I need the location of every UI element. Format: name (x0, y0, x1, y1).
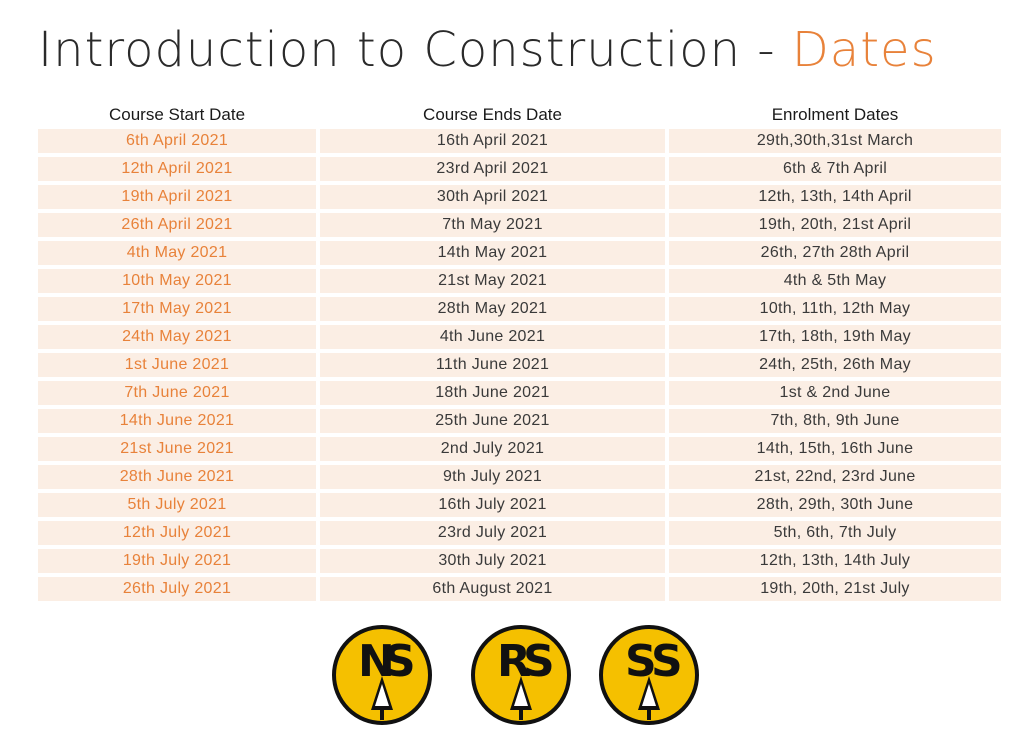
start-date-cell: 1st June 2021 (38, 353, 316, 377)
start-date-cell: 19th April 2021 (38, 185, 316, 209)
end-date-cell: 14th May 2021 (320, 241, 665, 265)
start-date-cell: 14th June 2021 (38, 409, 316, 433)
start-date-cell: 24th May 2021 (38, 325, 316, 349)
title-accent: Dates (791, 22, 937, 78)
table-row: 12th April 2021 23rd April 2021 6th & 7th … (38, 157, 1001, 181)
table-row: 6th April 2021 16th April 2021 29th,30th,3… (38, 129, 1001, 153)
header-enrolment-dates: Enrolment Dates (771, 105, 899, 124)
table-row: 7th June 2021 18th June 2021 1st & 2nd Jun… (38, 381, 1001, 405)
rsa-letter-2: S (523, 636, 555, 687)
ssa-logo-icon: S S (599, 625, 699, 725)
table-row: 26th July 2021 6th August 2021 19th, 20th,… (38, 577, 1001, 601)
enrolment-dates-cell: 6th & 7th April (669, 157, 1001, 181)
enrolment-dates-cell: 1st & 2nd June (669, 381, 1001, 405)
table-row: 10th May 2021 21st May 2021 4th & 5th May (38, 269, 1001, 293)
table-row: 21st June 2021 2nd July 2021 14th, 15th, 1… (38, 437, 1001, 461)
end-date-cell: 23rd July 2021 (320, 521, 665, 545)
end-date-cell: 16th July 2021 (320, 493, 665, 517)
table-row: 14th June 2021 25th June 2021 7th, 8th, 9t… (38, 409, 1001, 433)
header-start-date: Course Start Date (108, 105, 246, 124)
end-date-cell: 16th April 2021 (320, 129, 665, 153)
header-end-date: Course Ends Date (423, 105, 562, 124)
start-date-cell: 4th May 2021 (38, 241, 316, 265)
nsa-logo-icon: N S (332, 625, 432, 725)
start-date-cell: 26th April 2021 (38, 213, 316, 237)
table-row: 12th July 2021 23rd July 2021 5th, 6th, 7t… (38, 521, 1001, 545)
start-date-cell: 28th June 2021 (38, 465, 316, 489)
enrolment-dates-cell: 28th, 29th, 30th June (669, 493, 1001, 517)
enrolment-dates-cell: 24th, 25th, 26th May (669, 353, 1001, 377)
end-date-cell: 30th July 2021 (320, 549, 665, 573)
rsa-logo-icon: R S (471, 625, 571, 725)
logo-strip: N S R S S S (0, 620, 1023, 730)
end-date-cell: 6th August 2021 (320, 577, 665, 601)
end-date-cell: 18th June 2021 (320, 381, 665, 405)
start-date-cell: 7th June 2021 (38, 381, 316, 405)
table-header-row: Course Start Date Course Ends Date Enrol… (38, 105, 1001, 125)
ssa-letter-2: S (651, 636, 683, 687)
end-date-cell: 28th May 2021 (320, 297, 665, 321)
enrolment-dates-cell: 7th, 8th, 9th June (669, 409, 1001, 433)
course-dates-table: Course Start Date Course Ends Date Enrol… (34, 101, 1005, 605)
enrolment-dates-cell: 19th, 20th, 21st April (669, 213, 1001, 237)
page-title: Introduction to Construction - Dates (38, 22, 937, 78)
enrolment-dates-cell: 12th, 13th, 14th July (669, 549, 1001, 573)
end-date-cell: 23rd April 2021 (320, 157, 665, 181)
enrolment-dates-cell: 21st, 22nd, 23rd June (669, 465, 1001, 489)
start-date-cell: 12th April 2021 (38, 157, 316, 181)
enrolment-dates-cell: 12th, 13th, 14th April (669, 185, 1001, 209)
table-row: 1st June 2021 11th June 2021 24th, 25th, 2… (38, 353, 1001, 377)
end-date-cell: 30th April 2021 (320, 185, 665, 209)
end-date-cell: 21st May 2021 (320, 269, 665, 293)
start-date-cell: 5th July 2021 (38, 493, 316, 517)
enrolment-dates-cell: 29th,30th,31st March (669, 129, 1001, 153)
enrolment-dates-cell: 19th, 20th, 21st July (669, 577, 1001, 601)
start-date-cell: 19th July 2021 (38, 549, 316, 573)
table-row: 19th July 2021 30th July 2021 12th, 13th, … (38, 549, 1001, 573)
nsa-letter-2: S (384, 636, 416, 687)
start-date-cell: 17th May 2021 (38, 297, 316, 321)
table-row: 26th April 2021 7th May 2021 19th, 20th, 2… (38, 213, 1001, 237)
start-date-cell: 26th July 2021 (38, 577, 316, 601)
end-date-cell: 11th June 2021 (320, 353, 665, 377)
end-date-cell: 9th July 2021 (320, 465, 665, 489)
start-date-cell: 12th July 2021 (38, 521, 316, 545)
enrolment-dates-cell: 4th & 5th May (669, 269, 1001, 293)
table-row: 4th May 2021 14th May 2021 26th, 27th 28th… (38, 241, 1001, 265)
enrolment-dates-cell: 26th, 27th 28th April (669, 241, 1001, 265)
start-date-cell: 10th May 2021 (38, 269, 316, 293)
table-row: 24th May 2021 4th June 2021 17th, 18th, 19… (38, 325, 1001, 349)
enrolment-dates-cell: 14th, 15th, 16th June (669, 437, 1001, 461)
enrolment-dates-cell: 5th, 6th, 7th July (669, 521, 1001, 545)
start-date-cell: 21st June 2021 (38, 437, 316, 461)
table-row: 19th April 2021 30th April 2021 12th, 13th… (38, 185, 1001, 209)
enrolment-dates-cell: 10th, 11th, 12th May (669, 297, 1001, 321)
end-date-cell: 2nd July 2021 (320, 437, 665, 461)
table-row: 28th June 2021 9th July 2021 21st, 22nd, 2… (38, 465, 1001, 489)
end-date-cell: 4th June 2021 (320, 325, 665, 349)
end-date-cell: 25th June 2021 (320, 409, 665, 433)
ssa-letter-1: S (625, 636, 657, 687)
table-row: 17th May 2021 28th May 2021 10th, 11th, 12… (38, 297, 1001, 321)
table-row: 5th July 2021 16th July 2021 28th, 29th, 3… (38, 493, 1001, 517)
end-date-cell: 7th May 2021 (320, 213, 665, 237)
nsa-letter-1: N (358, 636, 395, 687)
start-date-cell: 6th April 2021 (38, 129, 316, 153)
rsa-letter-1: R (497, 636, 531, 687)
enrolment-dates-cell: 17th, 18th, 19th May (669, 325, 1001, 349)
title-main: Introduction to Construction - (38, 22, 792, 78)
